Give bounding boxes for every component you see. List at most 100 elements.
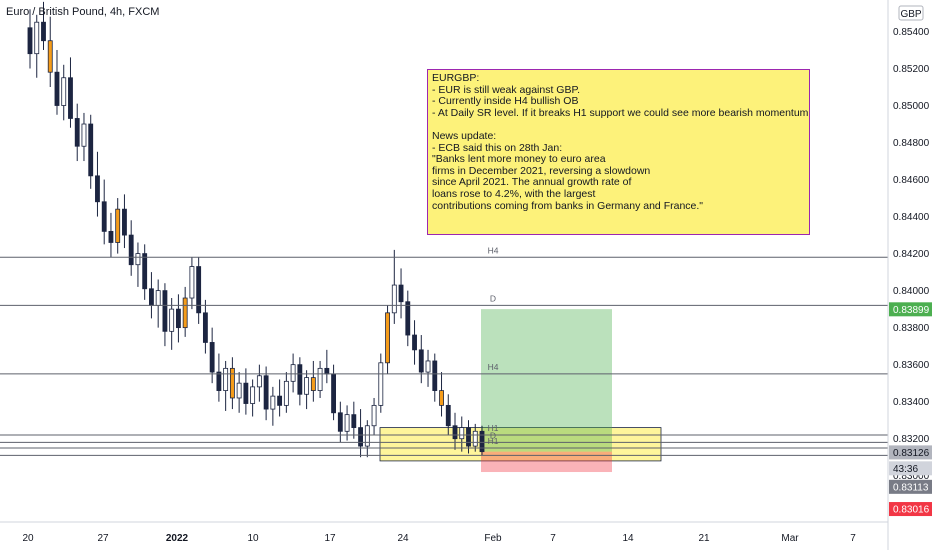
candle-body	[297, 364, 303, 395]
candle-body	[425, 360, 431, 373]
y-tick-label: 0.83800	[893, 323, 930, 334]
x-tick-label: 2022	[166, 533, 189, 544]
candle	[27, 9, 33, 69]
symbol-title: Euro / British Pound, 4h, FXCM	[6, 6, 160, 18]
candle	[216, 353, 222, 402]
analysis-note[interactable]: EURGBP: - EUR is still weak against GBP. -…	[427, 69, 810, 235]
candle-body	[74, 118, 80, 147]
candle	[115, 198, 121, 254]
y-tick-label: 0.85200	[893, 64, 930, 75]
y-tick-label: 0.83600	[893, 360, 930, 371]
candle-body	[459, 427, 465, 440]
price-label-box	[889, 502, 932, 517]
candle	[371, 397, 377, 435]
price-label-box	[889, 302, 932, 317]
candle-body	[439, 390, 444, 406]
y-tick-label: 0.85400	[893, 27, 930, 38]
candle-body	[81, 123, 87, 147]
candle	[196, 257, 202, 324]
candle-body	[317, 367, 323, 391]
x-tick-label: 7	[850, 533, 856, 544]
candle	[304, 370, 310, 410]
candle-body	[358, 427, 363, 447]
candle-body	[27, 27, 33, 55]
candle-body	[229, 367, 235, 399]
y-tick-label: 0.83200	[893, 434, 930, 445]
candle-body	[310, 377, 316, 391]
candle-body	[250, 386, 256, 404]
candle-body	[412, 334, 417, 351]
candle	[202, 299, 208, 354]
candle	[61, 64, 67, 121]
price-axis[interactable]: GBP 0.85400 0.85200 0.85000 0.84800 0.84600 0.…	[887, 0, 930, 550]
candle-body	[378, 362, 384, 406]
candle-body	[405, 301, 411, 336]
y-tick-label: 0.85000	[893, 101, 930, 112]
candle-body	[34, 21, 40, 55]
take-profit-zone	[481, 309, 612, 452]
candle-body	[351, 414, 357, 428]
candle	[277, 379, 283, 417]
candle	[41, 1, 46, 50]
candle	[297, 357, 303, 406]
level-label: H1	[488, 436, 499, 446]
candle-body	[472, 430, 478, 447]
candle-body	[385, 312, 390, 364]
currency-badge: GBP	[898, 5, 924, 21]
candle-body	[337, 412, 343, 432]
candle	[175, 294, 181, 343]
x-tick-label: Mar	[781, 533, 799, 544]
note-line: News update:	[432, 129, 497, 142]
candle-body	[263, 375, 269, 410]
candle-body	[371, 404, 377, 427]
candle-body	[270, 395, 276, 410]
candle	[263, 366, 269, 421]
candle	[209, 327, 215, 384]
candle	[229, 357, 235, 410]
candle-body	[223, 367, 229, 391]
candle	[108, 212, 114, 258]
candle	[385, 305, 390, 374]
candle-body	[128, 234, 134, 266]
x-tick-label: 7	[550, 533, 556, 544]
candle-body	[243, 382, 249, 404]
x-tick-label: 21	[698, 533, 710, 544]
x-tick-label: Feb	[484, 533, 502, 544]
currency-label: GBP	[900, 9, 921, 20]
candle-body	[169, 308, 175, 332]
price-label-text: 0.83016	[893, 505, 930, 516]
candle	[364, 420, 370, 458]
time-axis[interactable]: 20 27 2022 10 17 24 Feb 7 14 21 Mar 7	[0, 521, 888, 544]
level-label: D	[490, 430, 496, 440]
price-label-text: 0.83113	[893, 482, 929, 493]
candle	[452, 412, 458, 450]
level-label: H1	[488, 423, 499, 433]
candle	[189, 257, 195, 310]
candle	[351, 401, 357, 439]
note-line: contributions coming from banks in Germa…	[432, 199, 704, 212]
candle-body	[189, 266, 195, 299]
candle	[283, 372, 289, 413]
candle-body	[432, 360, 438, 391]
candle	[398, 268, 404, 319]
candle	[418, 335, 424, 384]
x-tick-label: 17	[324, 533, 336, 544]
candle-body	[418, 349, 424, 373]
note-line: - ECB said this on 28th Jan:	[432, 141, 563, 154]
candle-body	[277, 395, 283, 406]
y-tick-label: 0.83000	[893, 471, 930, 482]
candle-body	[391, 284, 397, 314]
candle	[479, 425, 485, 456]
candle	[223, 360, 229, 411]
price-label-text: 0.83126	[893, 448, 930, 459]
candle	[155, 279, 161, 328]
candle-body	[155, 290, 161, 306]
candle-body	[68, 77, 73, 119]
note-line: firms in December 2021, reversing a slow…	[432, 164, 651, 177]
candle	[236, 372, 242, 413]
candle	[162, 283, 168, 347]
candle-body	[142, 253, 148, 290]
candle-body	[135, 253, 141, 266]
candle-body	[290, 364, 296, 382]
